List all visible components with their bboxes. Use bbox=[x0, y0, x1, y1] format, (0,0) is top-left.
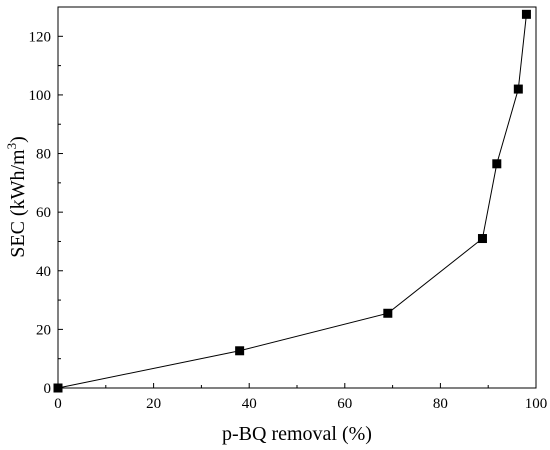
data-point-marker bbox=[235, 346, 245, 356]
axis-tick-labels: 0 20 40 60 80 100 0 20 40 60 80 100 120 bbox=[29, 29, 548, 412]
y-axis-title: SEC (kWh/m3) bbox=[4, 136, 29, 258]
data-point-marker bbox=[383, 308, 393, 318]
data-point-marker bbox=[513, 84, 523, 94]
x-tick-label: 20 bbox=[146, 396, 161, 412]
series-markers bbox=[53, 9, 531, 393]
data-point-marker bbox=[521, 9, 531, 19]
x-tick-label: 100 bbox=[525, 396, 548, 412]
y-tick-label: 80 bbox=[36, 147, 51, 163]
x-tick-label: 0 bbox=[54, 396, 62, 412]
x-tick-label: 40 bbox=[242, 396, 257, 412]
y-axis-title-close: ) bbox=[7, 136, 29, 143]
series-line bbox=[57, 14, 527, 389]
y-tick-label: 0 bbox=[44, 381, 52, 397]
data-point-marker bbox=[492, 159, 502, 169]
y-tick-label: 60 bbox=[36, 205, 51, 221]
y-tick-label: 40 bbox=[36, 264, 51, 280]
data-point-marker bbox=[53, 383, 63, 393]
x-tick-label: 60 bbox=[337, 396, 352, 412]
plot-frame bbox=[57, 6, 537, 389]
y-tick-label: 100 bbox=[29, 88, 52, 104]
data-point-marker bbox=[477, 234, 487, 244]
x-tick-label: 80 bbox=[433, 396, 448, 412]
y-axis-title-superscript: 3 bbox=[4, 143, 19, 150]
y-tick-label: 20 bbox=[36, 322, 51, 338]
x-axis-title: p-BQ removal (%) bbox=[222, 423, 372, 445]
axis-ticks bbox=[57, 35, 537, 389]
y-axis-title-main: SEC (kWh/m bbox=[7, 149, 29, 258]
y-tick-label: 120 bbox=[29, 29, 52, 45]
